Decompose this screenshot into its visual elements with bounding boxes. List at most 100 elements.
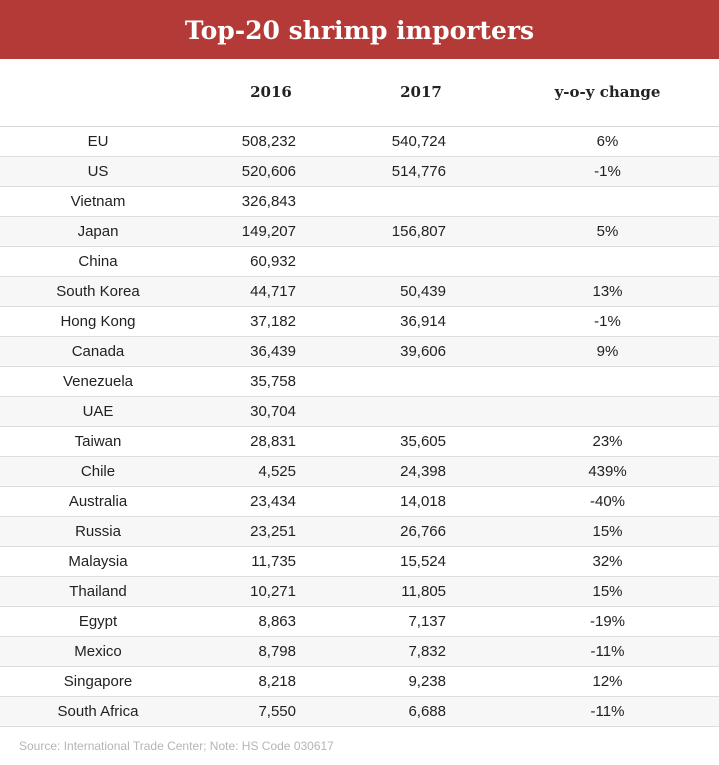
value-2016-cell: 508,232 [196, 126, 346, 157]
yoy-change-cell: 15% [496, 516, 719, 547]
value-2016-cell: 8,218 [196, 666, 346, 697]
value-2017-cell: 14,018 [346, 486, 496, 517]
country-cell: UAE [0, 396, 196, 427]
table-header: 2016 2017 y-o-y change [0, 59, 719, 127]
source-note: Source: International Trade Center; Note… [19, 738, 334, 753]
country-cell: South Korea [0, 276, 196, 307]
value-2016-cell: 37,182 [196, 306, 346, 337]
country-cell: Vietnam [0, 186, 196, 217]
table-row: Australia 23,434 14,018 -40% [0, 486, 719, 517]
table-row: South Africa 7,550 6,688 -11% [0, 696, 719, 727]
table-row: South Korea 44,717 50,439 13% [0, 276, 719, 307]
value-2016-cell: 60,932 [196, 246, 346, 277]
table-row: EU 508,232 540,724 6% [0, 126, 719, 157]
country-cell: Canada [0, 336, 196, 367]
table-title: Top-20 shrimp importers [0, 0, 719, 59]
value-2017-cell: 7,137 [346, 606, 496, 637]
value-2017-cell: 35,605 [346, 426, 496, 457]
value-2017-cell: 6,688 [346, 696, 496, 727]
value-2016-cell: 326,843 [196, 186, 346, 217]
value-2016-cell: 7,550 [196, 696, 346, 727]
value-2017-cell: 15,524 [346, 546, 496, 577]
yoy-change-cell: 23% [496, 426, 719, 457]
table-row: Chile 4,525 24,398 439% [0, 456, 719, 487]
table-row: Thailand 10,271 11,805 15% [0, 576, 719, 607]
header-row: 2016 2017 y-o-y change [0, 59, 719, 127]
yoy-change-cell: -1% [496, 306, 719, 337]
table-row: Hong Kong 37,182 36,914 -1% [0, 306, 719, 337]
table-row: Japan 149,207 156,807 5% [0, 216, 719, 247]
value-2017-cell: 7,832 [346, 636, 496, 667]
yoy-change-cell: 439% [496, 456, 719, 487]
yoy-change-cell: 32% [496, 546, 719, 577]
country-cell: Singapore [0, 666, 196, 697]
yoy-change-cell: -11% [496, 696, 719, 727]
country-cell: China [0, 246, 196, 277]
yoy-change-cell: 6% [496, 126, 719, 157]
value-2016-cell: 23,251 [196, 516, 346, 547]
header-yoy-change: y-o-y change [496, 59, 719, 127]
yoy-change-cell: -1% [496, 156, 719, 187]
country-cell: Taiwan [0, 426, 196, 457]
value-2016-cell: 36,439 [196, 336, 346, 367]
value-2016-cell: 23,434 [196, 486, 346, 517]
importers-table: 2016 2017 y-o-y change EU 508,232 540,724 6… [0, 59, 719, 727]
yoy-change-cell: -40% [496, 486, 719, 517]
yoy-change-cell: 12% [496, 666, 719, 697]
country-cell: South Africa [0, 696, 196, 727]
country-cell: Egypt [0, 606, 196, 637]
country-cell: Chile [0, 456, 196, 487]
value-2017-cell: 39,606 [346, 336, 496, 367]
table-row: Canada 36,439 39,606 9% [0, 336, 719, 367]
yoy-change-cell: -11% [496, 636, 719, 667]
yoy-change-cell [496, 396, 719, 427]
value-2016-cell: 44,717 [196, 276, 346, 307]
table-row: US 520,606 514,776 -1% [0, 156, 719, 187]
value-2017-cell: 540,724 [346, 126, 496, 157]
country-cell: Russia [0, 516, 196, 547]
value-2016-cell: 35,758 [196, 366, 346, 397]
header-country [0, 59, 196, 127]
table-row: Venezuela 35,758 [0, 366, 719, 397]
yoy-change-cell: 9% [496, 336, 719, 367]
table-row: Singapore 8,218 9,238 12% [0, 666, 719, 697]
value-2017-cell: 50,439 [346, 276, 496, 307]
value-2016-cell: 28,831 [196, 426, 346, 457]
table-row: UAE 30,704 [0, 396, 719, 427]
value-2017-cell: 26,766 [346, 516, 496, 547]
value-2016-cell: 149,207 [196, 216, 346, 247]
value-2017-cell: 36,914 [346, 306, 496, 337]
value-2017-cell: 24,398 [346, 456, 496, 487]
value-2016-cell: 11,735 [196, 546, 346, 577]
country-cell: EU [0, 126, 196, 157]
yoy-change-cell: 5% [496, 216, 719, 247]
country-cell: Malaysia [0, 546, 196, 577]
yoy-change-cell: 15% [496, 576, 719, 607]
value-2016-cell: 520,606 [196, 156, 346, 187]
yoy-change-cell [496, 186, 719, 217]
yoy-change-cell: -19% [496, 606, 719, 637]
country-cell: US [0, 156, 196, 187]
country-cell: Australia [0, 486, 196, 517]
value-2017-cell: 514,776 [346, 156, 496, 187]
table-row: Egypt 8,863 7,137 -19% [0, 606, 719, 637]
value-2016-cell: 30,704 [196, 396, 346, 427]
value-2017-cell [346, 186, 496, 217]
value-2017-cell [346, 246, 496, 277]
value-2016-cell: 8,863 [196, 606, 346, 637]
table-row: Taiwan 28,831 35,605 23% [0, 426, 719, 457]
header-2017: 2017 [346, 59, 496, 127]
yoy-change-cell: 13% [496, 276, 719, 307]
table-body: EU 508,232 540,724 6% US 520,606 514,776 -1% Vie… [0, 126, 719, 727]
country-cell: Venezuela [0, 366, 196, 397]
yoy-change-cell [496, 366, 719, 397]
header-2016: 2016 [196, 59, 346, 127]
country-cell: Thailand [0, 576, 196, 607]
table-row: Mexico 8,798 7,832 -11% [0, 636, 719, 667]
value-2016-cell: 10,271 [196, 576, 346, 607]
table-row: Vietnam 326,843 [0, 186, 719, 217]
value-2017-cell: 11,805 [346, 576, 496, 607]
country-cell: Hong Kong [0, 306, 196, 337]
value-2017-cell [346, 396, 496, 427]
value-2017-cell: 156,807 [346, 216, 496, 247]
